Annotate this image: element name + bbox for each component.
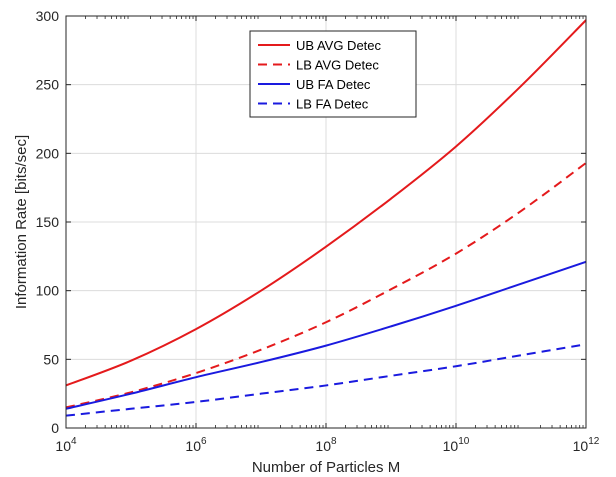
x-tick-label: 1012 bbox=[573, 436, 600, 454]
y-tick-label: 100 bbox=[36, 283, 60, 299]
tick-labels: 0 50 100 150 200 250 300 104 106 108 1010 1012 bbox=[36, 8, 600, 454]
legend-label-ub-avg-detec: UB AVG Detec bbox=[296, 38, 382, 53]
series-line-ub-avg-detec bbox=[65, 19, 587, 387]
series-layer bbox=[65, 19, 587, 417]
x-tick-label: 1010 bbox=[443, 436, 470, 454]
legend-label-lb-avg-detec: LB AVG Detec bbox=[296, 58, 379, 73]
x-tick-label: 108 bbox=[315, 436, 337, 454]
legend-label-lb-fa-detec: LB FA Detec bbox=[296, 97, 369, 112]
series-line-lb-avg-detec bbox=[65, 162, 587, 409]
series-line-ub-fa-detec bbox=[65, 260, 587, 410]
y-tick-label: 300 bbox=[36, 8, 60, 24]
x-tick-label: 104 bbox=[55, 436, 77, 454]
x-axis-title: Number of Particles M bbox=[252, 459, 400, 476]
legend-label-ub-fa-detec: UB FA Detec bbox=[296, 77, 371, 92]
y-axis-title: Information Rate [bits/sec] bbox=[13, 135, 30, 309]
legend: UB AVG Detec LB AVG Detec UB FA Detec LB FA… bbox=[249, 30, 417, 118]
x-tick-label: 106 bbox=[185, 436, 207, 454]
y-tick-label: 150 bbox=[36, 214, 60, 230]
y-tick-label: 200 bbox=[36, 145, 60, 161]
y-tick-label: 0 bbox=[51, 420, 59, 436]
series-line-lb-fa-detec bbox=[65, 343, 587, 417]
y-tick-label: 50 bbox=[43, 351, 59, 367]
ticks bbox=[65, 15, 587, 429]
y-tick-label: 250 bbox=[36, 77, 60, 93]
